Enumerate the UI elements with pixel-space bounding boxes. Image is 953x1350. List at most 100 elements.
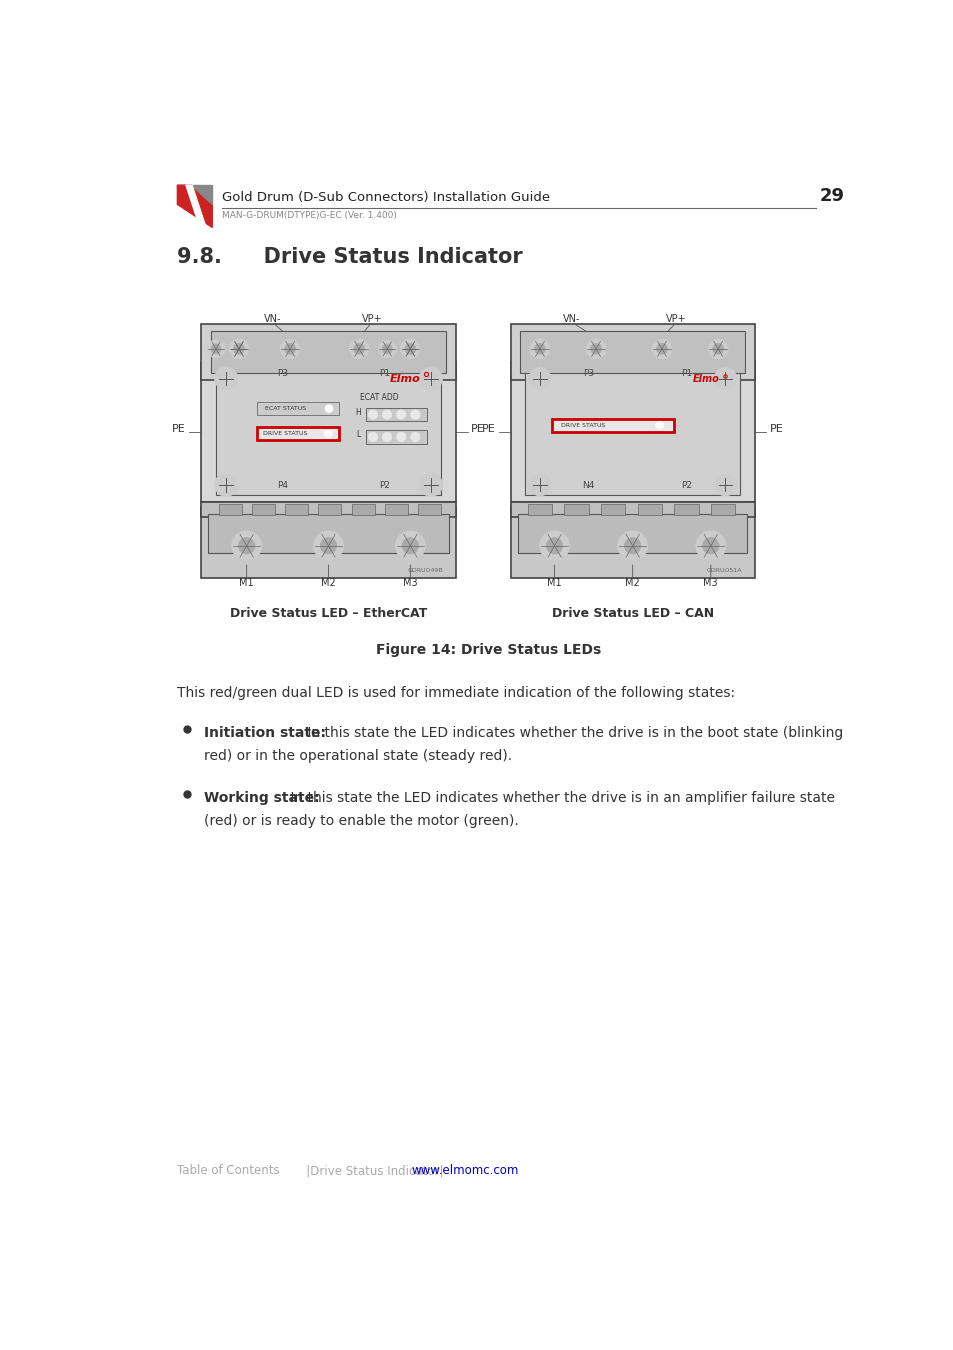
Circle shape [652,339,671,359]
Circle shape [546,537,562,554]
Circle shape [320,537,336,554]
Circle shape [382,344,392,354]
Text: This red/green dual LED is used for immediate indication of the following states: This red/green dual LED is used for imme… [177,686,735,699]
Bar [218,504,241,514]
Text: P2: P2 [379,481,390,490]
Circle shape [405,344,415,354]
Text: |Drive Status Indicator|: |Drive Status Indicator| [294,1164,443,1177]
Circle shape [382,432,392,441]
Bar [351,504,375,514]
Circle shape [233,344,244,354]
Bar [564,504,588,514]
Text: www.elmomc.com: www.elmomc.com [411,1164,518,1177]
Text: PE: PE [172,424,186,433]
Text: M3: M3 [402,578,417,587]
Text: Elmo: Elmo [390,374,420,383]
Text: PE: PE [769,424,782,433]
Text: (red) or is ready to enable the motor (green).: (red) or is ready to enable the motor (g… [204,814,518,828]
Circle shape [419,367,442,390]
Circle shape [378,340,395,358]
Circle shape [368,432,377,441]
Circle shape [405,343,416,354]
Bar [208,514,448,554]
Circle shape [534,343,545,354]
Bar [215,369,440,494]
Circle shape [211,344,221,354]
Circle shape [708,339,727,359]
Text: PE: PE [481,424,496,433]
Text: Initiation state:: Initiation state: [204,726,326,740]
Bar [674,504,698,514]
Text: DRIVE STATUS: DRIVE STATUS [263,431,308,436]
Text: PE: PE [471,424,484,433]
Circle shape [714,474,736,495]
Bar [517,514,746,554]
Text: 9.8.  Drive Status Indicator: 9.8. Drive Status Indicator [177,247,522,267]
Circle shape [214,367,237,390]
Text: In this state the LED indicates whether the drive is in the boot state (blinking: In this state the LED indicates whether … [303,726,842,740]
Text: VN-: VN- [263,315,281,324]
Bar [285,504,308,514]
Text: P1: P1 [378,369,390,378]
Circle shape [410,410,419,420]
Bar [211,331,446,373]
Text: Figure 14: Drive Status LEDs: Figure 14: Drive Status LEDs [375,643,601,657]
Text: P4: P4 [276,481,288,490]
Circle shape [402,537,418,554]
Polygon shape [192,185,212,204]
Text: H: H [355,408,360,417]
Text: N4: N4 [582,481,595,490]
Text: Elmo: Elmo [692,374,719,383]
Text: M2: M2 [321,578,335,587]
Text: GDRUO49B: GDRUO49B [408,568,443,574]
Circle shape [419,474,442,497]
Circle shape [696,531,725,560]
Circle shape [233,343,244,354]
Circle shape [655,421,662,429]
Circle shape [714,367,736,390]
Circle shape [656,343,667,354]
Bar [525,369,740,494]
Text: P1: P1 [680,369,691,378]
Circle shape [410,432,419,441]
Circle shape [382,410,392,420]
Bar [417,504,440,514]
Text: M1: M1 [547,578,561,587]
Circle shape [324,431,332,437]
Bar [200,502,456,517]
Circle shape [314,531,343,560]
Circle shape [229,339,249,359]
Bar [256,402,338,414]
Circle shape [530,339,549,359]
Circle shape [528,367,550,390]
Circle shape [618,531,647,560]
Bar [256,428,338,440]
Circle shape [349,339,369,359]
Circle shape [586,339,605,359]
Text: ECAT STATUS: ECAT STATUS [265,406,306,412]
Bar [552,418,674,432]
Bar [510,502,754,517]
Bar [527,504,552,514]
Text: M1: M1 [239,578,253,587]
Circle shape [624,537,640,554]
Bar [318,504,341,514]
Text: VN-: VN- [562,315,579,324]
Text: M2: M2 [624,578,639,587]
Text: P2: P2 [680,481,691,490]
Text: VP+: VP+ [665,315,686,324]
Bar [600,504,625,514]
Circle shape [712,343,722,354]
Circle shape [325,405,333,412]
Circle shape [232,531,261,560]
Circle shape [396,432,405,441]
Circle shape [401,340,419,358]
Text: 29: 29 [819,188,844,205]
Circle shape [285,343,295,354]
Circle shape [396,410,405,420]
Text: DRIVE STATUS: DRIVE STATUS [560,423,604,428]
Bar [200,506,456,578]
Text: Drive Status LED – EtherCAT: Drive Status LED – EtherCAT [230,608,427,620]
Text: In this state the LED indicates whether the drive is in an amplifier failure sta: In this state the LED indicates whether … [286,791,834,805]
Circle shape [230,340,248,358]
